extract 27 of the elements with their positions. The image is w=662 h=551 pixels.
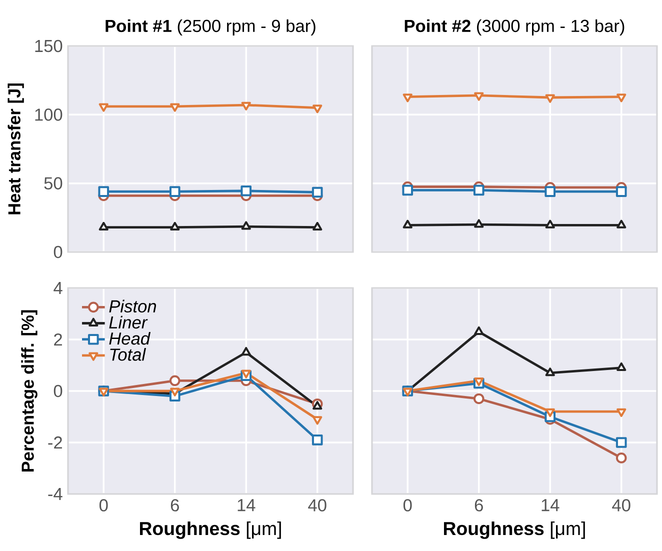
y-tick-label: -2 <box>48 436 62 449</box>
legend-label: Head <box>109 332 151 345</box>
y-tick-label: 0 <box>54 384 62 398</box>
legend-label: Piston <box>109 300 156 313</box>
y-axis-title: Percentage diff. [%] <box>21 310 38 472</box>
y-tick-label: 4 <box>54 282 62 294</box>
x-tick-label: 14 <box>542 499 560 512</box>
x-tick-label: 0 <box>403 499 412 512</box>
y-axis-title: Heat transfer [J] <box>8 84 24 214</box>
x-tick-label: 40 <box>612 499 630 512</box>
x-tick-label: 0 <box>99 499 108 512</box>
legend-label: Liner <box>109 316 148 329</box>
chart-title: Point #1 (2500 rpm - 9 bar) <box>106 19 316 36</box>
chart-title: Point #2 (3000 rpm - 13 bar) <box>404 19 624 36</box>
y-tick-label: 100 <box>35 108 62 121</box>
y-tick-label: 2 <box>54 333 62 346</box>
x-tick-label: 6 <box>474 499 483 512</box>
x-tick-label: 14 <box>238 499 256 512</box>
x-axis-title: Roughness [μm] <box>140 521 281 539</box>
y-tick-label: 0 <box>54 246 62 258</box>
y-tick-label: -4 <box>48 488 62 500</box>
x-tick-label: 6 <box>170 499 179 512</box>
y-tick-label: 50 <box>44 177 62 190</box>
x-axis-title: Roughness [μm] <box>444 521 585 539</box>
y-tick-label: 150 <box>35 40 62 52</box>
x-tick-label: 40 <box>308 499 326 512</box>
legend-label: Total <box>110 348 146 361</box>
